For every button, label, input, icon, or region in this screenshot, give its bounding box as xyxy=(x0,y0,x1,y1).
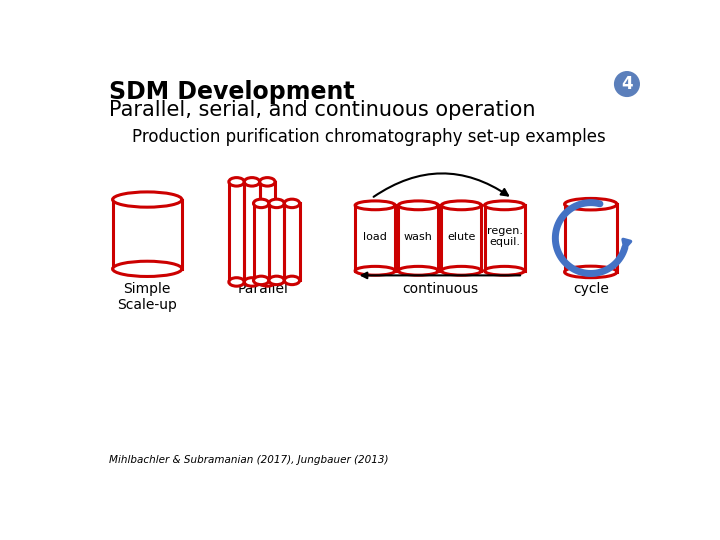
Text: Parallel, serial, and continuous operation: Parallel, serial, and continuous operati… xyxy=(109,100,535,120)
Text: Production purification chromatography set-up examples: Production purification chromatography s… xyxy=(132,128,606,146)
Ellipse shape xyxy=(269,276,284,285)
Bar xyxy=(229,182,244,282)
Text: regen.
equil.: regen. equil. xyxy=(487,226,523,247)
Ellipse shape xyxy=(112,192,182,207)
Ellipse shape xyxy=(441,266,482,275)
Text: load: load xyxy=(363,232,387,241)
Bar xyxy=(269,204,284,280)
Ellipse shape xyxy=(253,276,269,285)
Text: cycle: cycle xyxy=(573,282,608,296)
Ellipse shape xyxy=(229,178,244,186)
Text: 4: 4 xyxy=(621,75,633,93)
Bar xyxy=(564,204,617,272)
Ellipse shape xyxy=(253,199,269,208)
Ellipse shape xyxy=(229,278,244,286)
Bar xyxy=(355,205,395,271)
Text: SDM Development: SDM Development xyxy=(109,80,354,104)
Ellipse shape xyxy=(398,201,438,210)
Ellipse shape xyxy=(244,178,260,186)
Ellipse shape xyxy=(398,266,438,275)
Ellipse shape xyxy=(244,278,260,286)
Ellipse shape xyxy=(564,266,617,278)
Ellipse shape xyxy=(260,178,275,186)
Bar xyxy=(284,204,300,280)
Text: continuous: continuous xyxy=(402,282,478,296)
Ellipse shape xyxy=(485,266,525,275)
Bar xyxy=(441,205,482,271)
Bar xyxy=(260,182,275,282)
Text: elute: elute xyxy=(447,232,476,241)
Circle shape xyxy=(615,72,639,96)
Ellipse shape xyxy=(355,201,395,210)
Text: wash: wash xyxy=(404,232,433,241)
Ellipse shape xyxy=(112,261,182,276)
Bar xyxy=(398,205,438,271)
Ellipse shape xyxy=(485,201,525,210)
Bar xyxy=(485,205,525,271)
Text: Simple
Scale-up: Simple Scale-up xyxy=(117,282,177,312)
Bar xyxy=(112,200,182,269)
Ellipse shape xyxy=(284,199,300,208)
Text: Parallel: Parallel xyxy=(238,282,288,296)
Ellipse shape xyxy=(441,201,482,210)
Text: Mihlbachler & Subramanian (2017), Jungbauer (2013): Mihlbachler & Subramanian (2017), Jungba… xyxy=(109,455,388,465)
Ellipse shape xyxy=(355,266,395,275)
Ellipse shape xyxy=(284,276,300,285)
Ellipse shape xyxy=(564,198,617,210)
Bar xyxy=(244,182,260,282)
Bar xyxy=(253,204,269,280)
Ellipse shape xyxy=(260,278,275,286)
Ellipse shape xyxy=(269,199,284,208)
